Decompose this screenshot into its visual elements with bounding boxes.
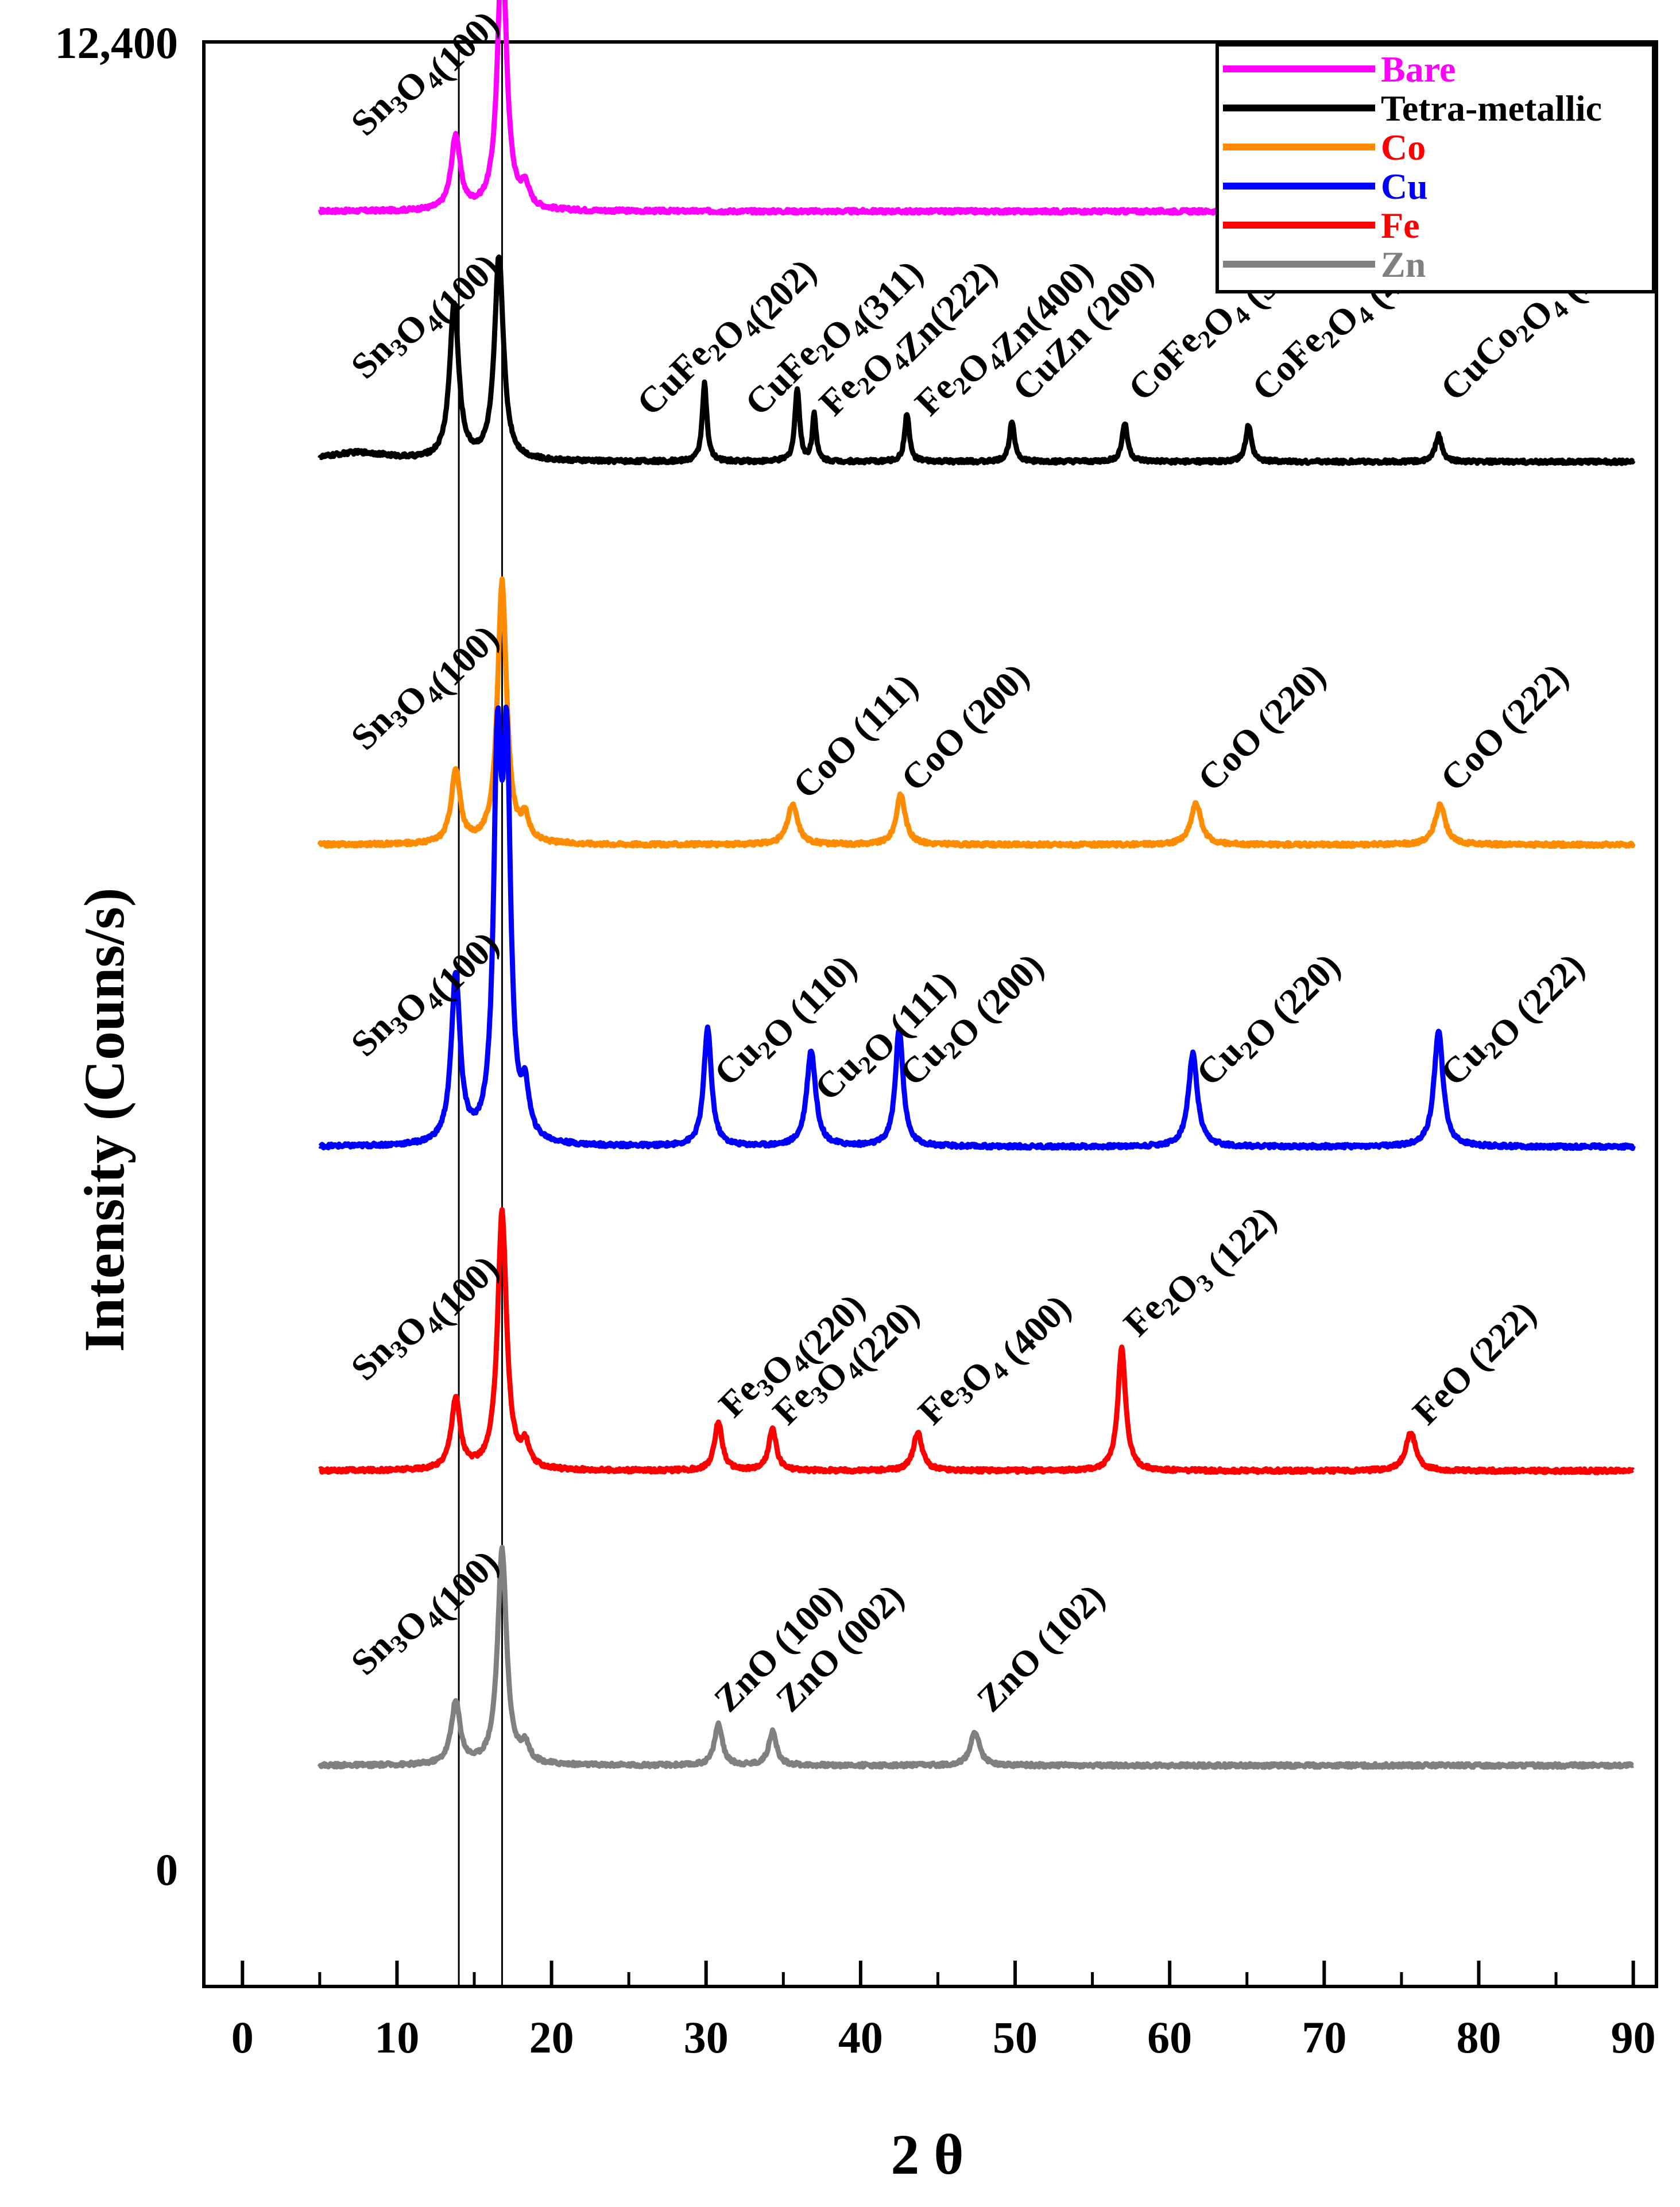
- y-tick-label-12-400: 12,400: [55, 18, 179, 68]
- x-tick-label-10: 10: [374, 2012, 419, 2062]
- x-axis-title: 2 θ: [891, 2123, 963, 2186]
- series-line-tetra-metallic: [318, 254, 1636, 466]
- x-tick-label-70: 70: [1302, 2012, 1346, 2062]
- peak-label-fe-0: Sn3O4(100): [343, 1236, 506, 1400]
- legend-label-cu: Cu: [1381, 166, 1428, 207]
- peak-label-cu-0: Sn3O4(100): [343, 912, 506, 1076]
- legend-label-zn: Zn: [1381, 244, 1426, 285]
- legend-label-fe: Fe: [1381, 205, 1420, 246]
- x-tick-label-60: 60: [1147, 2012, 1192, 2062]
- y-axis: 12,400 0: [55, 18, 179, 1895]
- y-tick-label-0: 0: [156, 1845, 178, 1895]
- legend-box: [1216, 43, 1655, 293]
- x-axis: 0 10 20 30 40 50 60 70 80 90: [231, 1961, 1656, 2062]
- peak-label-zn-3: ZnO (102): [969, 1576, 1112, 1719]
- peak-label-bare-0: Sn3O4(100): [343, 0, 506, 154]
- x-tick-label-80: 80: [1456, 2012, 1501, 2062]
- peak-label-co-4: CoO (222): [1433, 655, 1576, 799]
- peak-label-fe-4: Fe2O3 (122): [1116, 1187, 1284, 1355]
- x-tick-label-50: 50: [993, 2012, 1038, 2062]
- legend-label-co: Co: [1381, 127, 1426, 168]
- x-tick-label-0: 0: [231, 2012, 254, 2062]
- peak-label-cu-5: Cu2O (222): [1433, 940, 1592, 1099]
- x-tick-label-20: 20: [529, 2012, 574, 2062]
- legend-label-bare: Bare: [1381, 49, 1456, 90]
- peak-label-co-0: Sn3O4(100): [343, 605, 506, 769]
- peak-label-fe-5: FeO (222): [1404, 1293, 1543, 1432]
- y-axis-title: Intensity (Couns/s): [72, 888, 136, 1352]
- series-line-zn: [317, 1545, 1635, 1770]
- plot-frame: [202, 40, 1658, 1988]
- peak-label-zn-0: Sn3O4(100): [343, 1530, 506, 1694]
- series-line-co: [317, 576, 1636, 849]
- peak-label-cu-4: Cu2O (220): [1189, 940, 1348, 1099]
- series-line-fe: [318, 1207, 1635, 1475]
- x-tick-label-30: 30: [684, 2012, 729, 2062]
- peak-label-co-3: CoO (220): [1190, 655, 1333, 799]
- series-line-cu: [318, 704, 1636, 1151]
- legend-label-tetra-metallic: Tetra-metallic: [1381, 88, 1602, 129]
- peak-label-co-2: CoO (200): [893, 655, 1036, 799]
- peak-label-tetra-metallic-0: Sn3O4(100): [343, 234, 506, 398]
- peak-label-co-1: CoO (111): [785, 666, 926, 806]
- x-tick-label-90: 90: [1611, 2012, 1656, 2062]
- peak-label-fe-3: Fe3O4 (400): [910, 1276, 1078, 1444]
- x-tick-label-40: 40: [838, 2012, 883, 2062]
